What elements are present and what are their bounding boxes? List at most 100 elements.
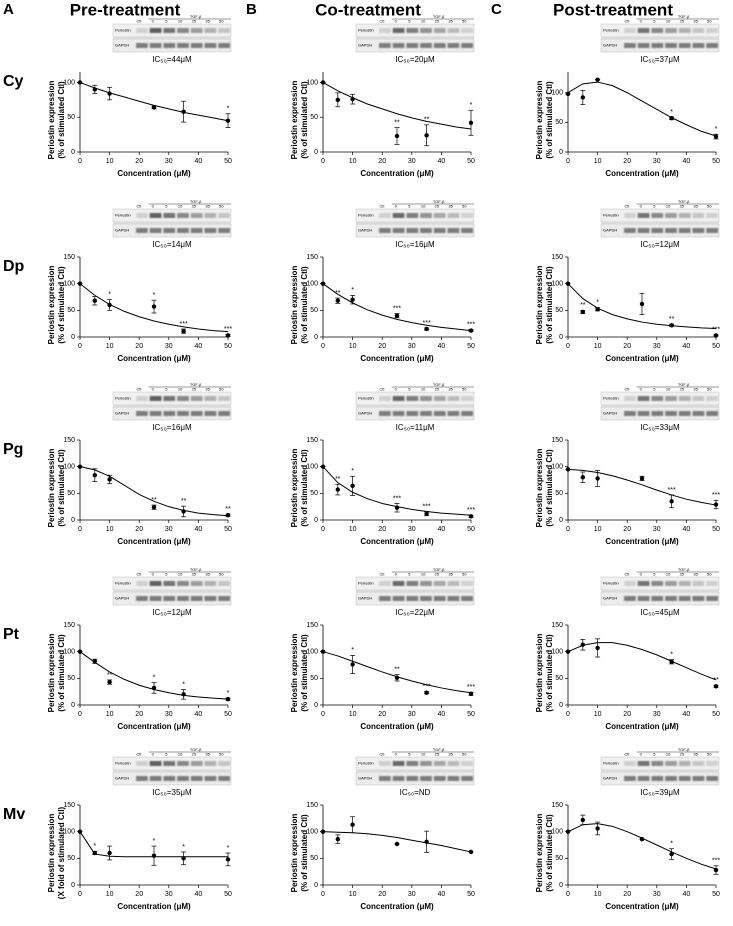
data-point [77,829,83,834]
significance-label: ** [424,117,430,124]
data-point [595,77,600,82]
y-axis-label: Periostin expression [290,266,299,345]
significance-label: ** [394,119,400,126]
blot-band [149,776,162,781]
y-tick-label: 50 [67,114,75,121]
blot-band [392,396,405,401]
x-tick-label: 10 [594,343,602,350]
x-tick-label: 30 [653,158,661,165]
significance-label: ** [669,316,675,323]
blot-band [392,411,405,416]
blot-band [665,596,677,601]
blot-protein-label: GAPDH [603,228,617,233]
blot-band [177,411,189,416]
data-point [595,826,600,831]
x-tick-label: 20 [378,891,386,898]
ic50-label: IC₅₀=37μM [640,55,680,64]
x-tick-label: 50 [467,158,475,165]
x-tick-label: 20 [378,343,386,350]
blot-lane-label: 0 [395,572,398,577]
fit-curve [322,831,472,853]
blot-lane-label: 35 [205,387,210,392]
blot-lane-label: 35 [693,19,698,24]
blot-band [420,411,432,416]
row-label: Cy [3,73,24,90]
y-axis-label: (% of stimulated Ctl) [57,634,66,712]
y-tick-label: 0 [314,149,318,156]
x-tick-label: 30 [653,526,661,533]
y-axis-label: (% of stimulated Ctl) [57,449,66,527]
x-tick-label: 0 [78,343,82,350]
blot-lane-label: Ctl [380,19,385,24]
data-point [92,298,98,303]
blot-treatment: TGF-β [678,747,690,752]
blot-lane-label: 10 [178,752,183,757]
blot-protein-label: Periostin [358,581,374,586]
x-tick-label: 20 [623,711,631,718]
blot-protein-label: GAPDH [358,228,372,233]
data-point [107,850,112,856]
blot-band [163,228,176,233]
chart: IC₅₀=33μM 0 50 100 150 0 10 20 30 40 50 Concentrati… [535,423,720,546]
blot-band [678,213,691,218]
blot-band [624,43,636,48]
x-tick-label: 0 [321,158,325,165]
blot-lane-label: 10 [178,572,183,577]
blot-protein-label: Periostin [358,761,374,766]
blot-band [706,228,718,233]
fit-curve [322,81,472,130]
blot-band [420,761,432,766]
blot-band [651,43,664,48]
data-point [713,333,719,338]
y-tick-label: 100 [306,79,318,86]
data-point [335,487,340,492]
x-tick-label: 10 [106,158,114,165]
blot-lane-label: 35 [693,572,698,577]
significance-label: * [93,843,96,850]
x-tick-label: 30 [165,158,173,165]
blot-protein-label: GAPDH [603,596,617,601]
blot-lane-label: 0 [395,204,398,209]
blot-lane-label: Ctl [380,752,385,757]
blot-band [218,776,230,781]
chart: IC₅₀=ND 0 50 100 150 0 10 20 30 40 50 Concentration… [290,788,475,911]
x-tick-label: 40 [438,891,446,898]
blot-lane-label: 25 [435,387,440,392]
significance-label: * [227,106,230,113]
data-point [77,649,83,654]
blot-band [706,596,718,601]
x-tick-label: 20 [378,526,386,533]
blot-band [624,776,636,781]
y-tick-label: 0 [314,517,318,524]
blot-lane-label: 25 [680,752,685,757]
data-point [107,477,112,482]
significance-label: *** [467,684,475,691]
blot-band [204,228,217,233]
blot-lane-label: Ctl [625,19,630,24]
blot-band [447,581,460,586]
western-blot: Ctl 0 5 10 25 35 50 TGF-β Periostin GAPDH [600,747,720,786]
blot-band [624,596,636,601]
blot-band [447,43,460,48]
data-point [350,662,355,667]
x-tick-label: 40 [438,711,446,718]
blot-lane-label: 10 [666,572,671,577]
x-tick-label: 10 [594,891,602,898]
blot-band [392,228,405,233]
data-point [713,867,719,873]
data-point [151,685,157,691]
x-tick-label: 10 [106,711,114,718]
blot-band [692,213,705,218]
significance-label: *** [393,305,401,312]
x-tick-label: 50 [224,158,232,165]
significance-label: *** [712,492,720,499]
blot-band [461,776,473,781]
x-tick-label: 20 [135,711,143,718]
x-tick-label: 40 [683,158,691,165]
blot-band [678,596,691,601]
blot-lane-label: 50 [462,204,467,209]
blot-protein-label: Periostin [358,213,374,218]
x-tick-label: 40 [683,343,691,350]
blot-band [406,228,419,233]
western-blot: Ctl 0 5 10 25 35 50 TGF-β Periostin GAPDH [112,567,232,606]
